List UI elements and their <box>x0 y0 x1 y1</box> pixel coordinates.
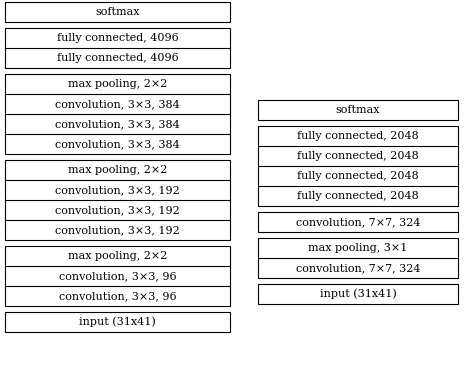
Text: max pooling, 3×1: max pooling, 3×1 <box>308 243 408 253</box>
Bar <box>258 212 458 232</box>
Text: max pooling, 2×2: max pooling, 2×2 <box>68 79 167 89</box>
Bar <box>258 126 458 206</box>
Text: fully connected, 4096: fully connected, 4096 <box>57 53 178 63</box>
Text: convolution, 3×3, 192: convolution, 3×3, 192 <box>55 205 180 215</box>
Text: softmax: softmax <box>336 105 380 115</box>
Text: convolution, 3×3, 192: convolution, 3×3, 192 <box>55 185 180 195</box>
Bar <box>5 312 230 332</box>
Text: max pooling, 2×2: max pooling, 2×2 <box>68 165 167 175</box>
Text: max pooling, 2×2: max pooling, 2×2 <box>68 251 167 261</box>
Bar <box>258 238 458 278</box>
Bar <box>5 28 230 68</box>
Bar <box>5 160 230 240</box>
Bar <box>5 74 230 154</box>
Text: convolution, 7×7, 324: convolution, 7×7, 324 <box>296 217 420 227</box>
Bar <box>5 246 230 306</box>
Text: softmax: softmax <box>95 7 140 17</box>
Bar <box>5 2 230 22</box>
Text: convolution, 3×3, 192: convolution, 3×3, 192 <box>55 225 180 235</box>
Text: convolution, 3×3, 96: convolution, 3×3, 96 <box>59 291 176 301</box>
Text: input (31x41): input (31x41) <box>320 289 397 299</box>
Text: convolution, 3×3, 384: convolution, 3×3, 384 <box>55 99 180 109</box>
Bar <box>258 284 458 304</box>
Text: input (31x41): input (31x41) <box>79 317 156 327</box>
Text: convolution, 3×3, 384: convolution, 3×3, 384 <box>55 119 180 129</box>
Text: convolution, 7×7, 324: convolution, 7×7, 324 <box>296 263 420 273</box>
Text: fully connected, 2048: fully connected, 2048 <box>297 191 419 201</box>
Bar <box>258 100 458 120</box>
Text: convolution, 3×3, 384: convolution, 3×3, 384 <box>55 139 180 149</box>
Text: fully connected, 2048: fully connected, 2048 <box>297 151 419 161</box>
Text: fully connected, 4096: fully connected, 4096 <box>57 33 178 43</box>
Text: fully connected, 2048: fully connected, 2048 <box>297 131 419 141</box>
Text: convolution, 3×3, 96: convolution, 3×3, 96 <box>59 271 176 281</box>
Text: fully connected, 2048: fully connected, 2048 <box>297 171 419 181</box>
